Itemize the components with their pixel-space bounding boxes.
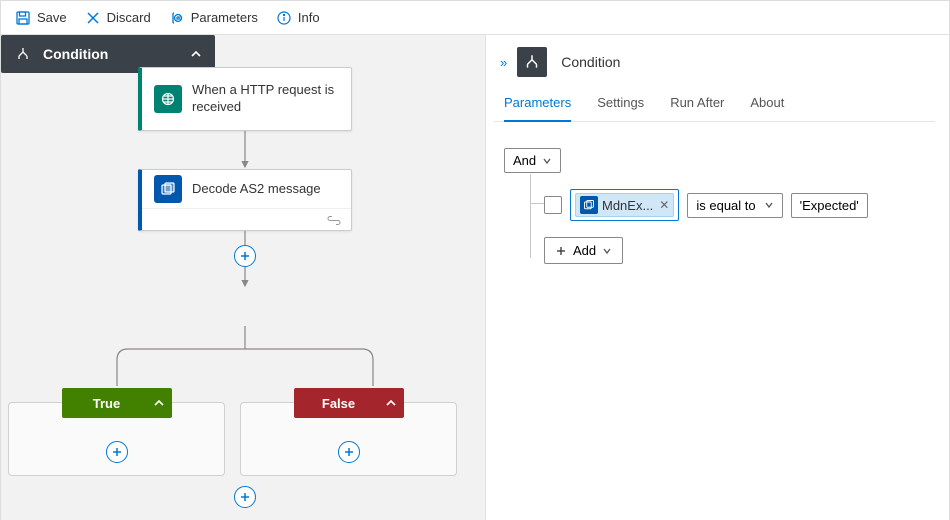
info-label: Info <box>298 10 320 25</box>
svg-text:@: @ <box>175 16 181 22</box>
tab-about[interactable]: About <box>750 95 784 121</box>
chevron-down-icon <box>542 156 552 166</box>
chevron-down-icon <box>764 200 774 210</box>
decode-node[interactable]: Decode AS2 message <box>138 169 352 231</box>
true-header[interactable]: True <box>62 388 172 418</box>
trigger-node[interactable]: When a HTTP request is received <box>138 67 352 131</box>
parameters-icon: @ <box>169 10 185 26</box>
chevron-down-icon <box>602 246 612 256</box>
condition-row: MdnEx... ✕ is equal to 'Expected' <box>530 189 935 221</box>
condition-title: Condition <box>43 46 189 62</box>
operator-label: is equal to <box>696 198 755 213</box>
trigger-title: When a HTTP request is received <box>192 82 339 116</box>
http-icon <box>154 85 182 113</box>
token-label: MdnEx... <box>602 198 653 213</box>
collapse-panel-button[interactable]: » <box>500 55 507 70</box>
decode-link-icon <box>142 208 351 230</box>
condition-icon <box>517 47 547 77</box>
add-condition-row: Add <box>544 237 935 264</box>
close-icon <box>85 10 101 26</box>
main: When a HTTP request is received Decode A… <box>1 35 949 520</box>
plus-icon <box>555 245 567 257</box>
chevron-up-icon <box>152 396 166 410</box>
decode-icon <box>154 175 182 203</box>
details-panel: » Condition Parameters Settings Run Afte… <box>485 35 949 520</box>
expression-token[interactable]: MdnEx... ✕ <box>575 193 674 217</box>
group-operator-select[interactable]: And <box>504 148 561 173</box>
add-true-action-button[interactable] <box>106 441 128 463</box>
false-label: False <box>294 396 384 411</box>
add-step-end-button[interactable] <box>234 486 256 508</box>
panel-title: Condition <box>561 54 620 70</box>
add-false-action-button[interactable] <box>338 441 360 463</box>
left-operand-input[interactable]: MdnEx... ✕ <box>570 189 679 221</box>
tab-parameters[interactable]: Parameters <box>504 95 571 122</box>
decode-title: Decode AS2 message <box>192 181 321 198</box>
save-label: Save <box>37 10 67 25</box>
false-branch[interactable]: False <box>240 402 457 476</box>
tab-settings[interactable]: Settings <box>597 95 644 121</box>
false-header[interactable]: False <box>294 388 404 418</box>
info-button[interactable]: Info <box>268 6 328 30</box>
add-step-button[interactable] <box>234 245 256 267</box>
save-button[interactable]: Save <box>7 6 75 30</box>
right-operand-input[interactable]: 'Expected' <box>791 193 868 218</box>
operator-select[interactable]: is equal to <box>687 193 782 218</box>
condition-builder: And MdnEx... ✕ <box>494 148 935 264</box>
info-icon <box>276 10 292 26</box>
chevron-up-icon <box>384 396 398 410</box>
condition-icon <box>13 44 33 64</box>
panel-header: » Condition <box>494 47 935 77</box>
tab-run-after[interactable]: Run After <box>670 95 724 121</box>
panel-tabs: Parameters Settings Run After About <box>494 95 935 122</box>
chevron-up-icon <box>189 47 203 61</box>
save-icon <box>15 10 31 26</box>
true-label: True <box>62 396 152 411</box>
token-source-icon <box>580 196 598 214</box>
row-checkbox[interactable] <box>544 196 562 214</box>
discard-button[interactable]: Discard <box>77 6 159 30</box>
add-condition-button[interactable]: Add <box>544 237 623 264</box>
flow-canvas[interactable]: When a HTTP request is received Decode A… <box>1 35 485 520</box>
true-branch[interactable]: True <box>8 402 225 476</box>
group-operator-label: And <box>513 153 536 168</box>
parameters-label: Parameters <box>191 10 258 25</box>
add-label: Add <box>573 243 596 258</box>
discard-label: Discard <box>107 10 151 25</box>
token-remove-button[interactable]: ✕ <box>659 198 669 212</box>
parameters-button[interactable]: @ Parameters <box>161 6 266 30</box>
toolbar: Save Discard @ Parameters Info <box>1 1 949 35</box>
